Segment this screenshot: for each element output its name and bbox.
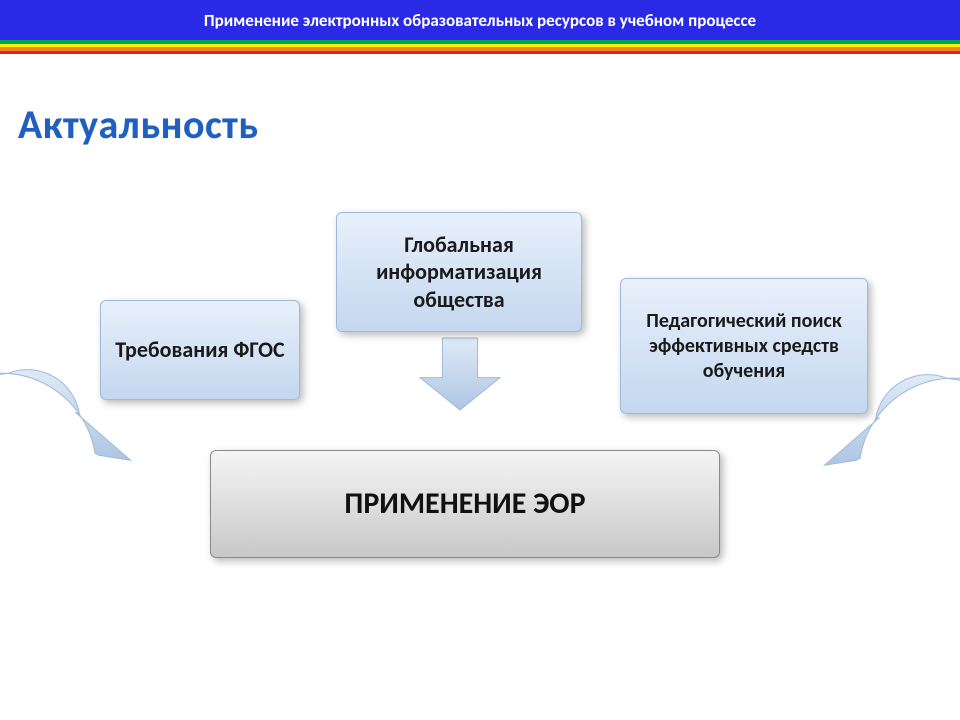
- header-bar: Применение электронных образовательных р…: [0, 0, 960, 40]
- diagram-node-label: ПРИМЕНЕНИЕ ЭОР: [344, 485, 585, 523]
- rainbow-strip: [0, 40, 960, 54]
- diagram-node-label: Требования ФГОС: [115, 336, 284, 364]
- rainbow-red: [0, 51, 960, 55]
- arrow-down-icon: [420, 338, 500, 410]
- diagram-node-n2: Глобальная информатизация общества: [336, 212, 582, 332]
- diagram-node-label: Глобальная информатизация общества: [349, 231, 569, 314]
- diagram-node-n1: Требования ФГОС: [100, 300, 300, 400]
- diagram-node-target: ПРИМЕНЕНИЕ ЭОР: [210, 450, 720, 558]
- diagram-node-n3: Педагогический поиск эффективных средств…: [620, 278, 868, 414]
- slide-title: Актуальность: [18, 100, 259, 149]
- header-title: Применение электронных образовательных р…: [204, 10, 756, 31]
- diagram-node-label: Педагогический поиск эффективных средств…: [633, 309, 855, 384]
